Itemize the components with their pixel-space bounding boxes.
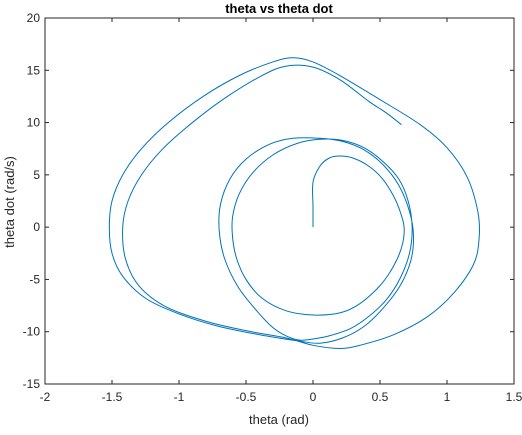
y-tick-label: 10 <box>27 116 41 130</box>
x-tick-label: 1 <box>444 390 451 404</box>
chart-title: theta vs theta dot <box>225 1 333 16</box>
x-axis-label: theta (rad) <box>249 412 309 427</box>
axes: -2 -1.5 -1 -0.5 0 0.5 1 1.5 -15 -10 -5 0 5 10 15 20 <box>23 11 522 404</box>
x-tick-label: 0.5 <box>372 390 389 404</box>
y-tick-label: 15 <box>27 63 41 77</box>
x-tick-label: 1.5 <box>506 390 522 404</box>
x-tick-label: -0.5 <box>236 390 257 404</box>
y-tick-label: 5 <box>33 168 40 182</box>
y-axis-label: theta dot (rad/s) <box>2 156 17 248</box>
x-tick-label: -1.5 <box>102 390 123 404</box>
y-tick-label: 0 <box>33 220 40 234</box>
x-tick-label: -2 <box>40 390 51 404</box>
series-line <box>108 57 481 349</box>
axes-box <box>44 17 515 385</box>
y-tick-label: -10 <box>23 325 41 339</box>
x-tick-label: -1 <box>174 390 185 404</box>
y-tick-label: -15 <box>23 377 41 391</box>
y-tick-label: -5 <box>29 272 40 286</box>
x-tick-label: 0 <box>310 390 317 404</box>
y-tick-label: 20 <box>27 11 41 25</box>
